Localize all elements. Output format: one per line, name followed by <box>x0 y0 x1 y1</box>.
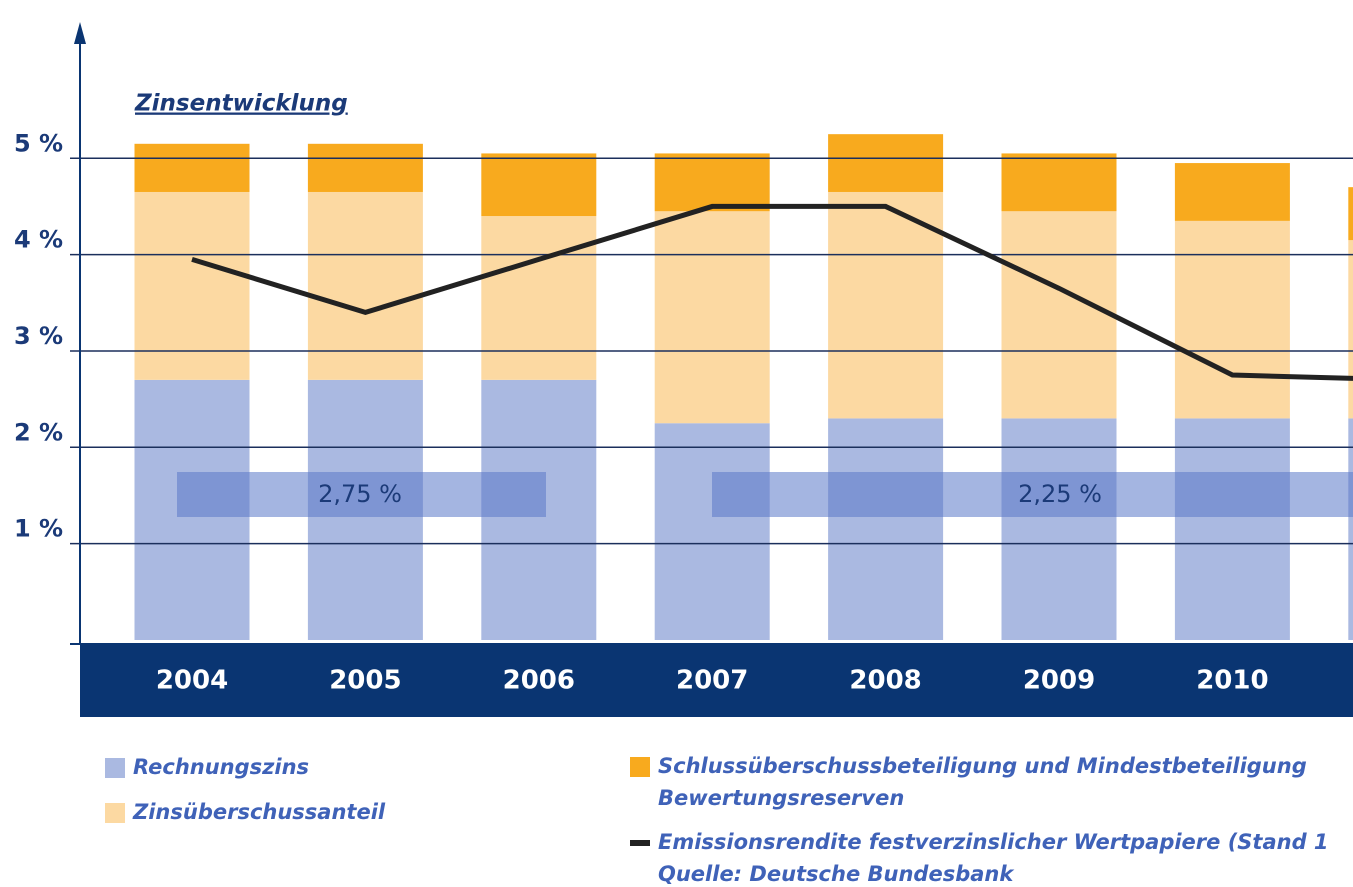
y-tick-label: 5 % <box>14 129 63 157</box>
annotation-band <box>177 472 546 517</box>
bar-segment <box>654 211 770 424</box>
annotation: 2,75 % <box>318 480 402 508</box>
axis-arrow <box>74 22 86 44</box>
legend-swatch <box>630 840 650 846</box>
bar-segment <box>1001 153 1117 212</box>
legend-label: Schlussüberschussbeteiligung und Mindest… <box>658 754 1307 778</box>
bar-segment <box>1001 418 1117 640</box>
legend-swatch <box>105 803 125 823</box>
bar-segment <box>828 191 944 419</box>
bar-segment <box>307 191 423 380</box>
legend-label: Bewertungsreserven <box>658 786 904 810</box>
bar-segment <box>1001 211 1117 419</box>
x-tick-label: 2010 <box>1196 666 1268 696</box>
bar-segment <box>1174 418 1290 640</box>
legend-label: Rechnungszins <box>133 755 309 779</box>
category-band <box>80 645 1353 717</box>
bar-segment <box>1348 187 1353 241</box>
line-series <box>191 203 1353 381</box>
bar-segment <box>481 153 597 217</box>
bar-segment <box>1348 418 1353 640</box>
source: Quelle: Deutsche Bundesbank <box>658 862 1015 886</box>
bar-segment <box>1174 163 1290 221</box>
bar-segment <box>1348 240 1353 419</box>
x-tick-label: 2007 <box>676 666 748 696</box>
bar-segment <box>828 418 944 640</box>
chart-title: Zinsentwicklung <box>134 91 348 117</box>
legend-label: Emissionsrendite festverzinslicher Wertp… <box>658 830 1329 854</box>
legend-swatch <box>630 757 650 777</box>
x-tick-label: 2008 <box>849 666 921 696</box>
annotation: 2,25 % <box>1018 480 1102 508</box>
x-tick-label: 2006 <box>503 666 575 696</box>
bar-segment <box>134 191 250 380</box>
x-tick-label: 2004 <box>156 666 228 696</box>
bar-segment <box>481 216 597 380</box>
legend-swatch <box>105 758 125 778</box>
bar-segment <box>654 423 770 640</box>
annotation-band <box>712 472 1353 517</box>
bar-segment <box>307 143 423 192</box>
bar-segment <box>1174 220 1290 419</box>
bar-segment <box>654 153 770 212</box>
x-tick-label: 2005 <box>329 666 401 696</box>
bar-segment <box>134 143 250 192</box>
y-tick-label: 1 % <box>14 515 63 543</box>
y-tick-label: 4 % <box>14 226 63 254</box>
bar-segment <box>828 134 944 192</box>
y-tick-label: 2 % <box>14 418 63 446</box>
legend-label: Zinsüberschussanteil <box>132 800 386 824</box>
y-tick-label: 3 % <box>14 322 63 350</box>
x-tick-label: 2009 <box>1023 666 1095 696</box>
